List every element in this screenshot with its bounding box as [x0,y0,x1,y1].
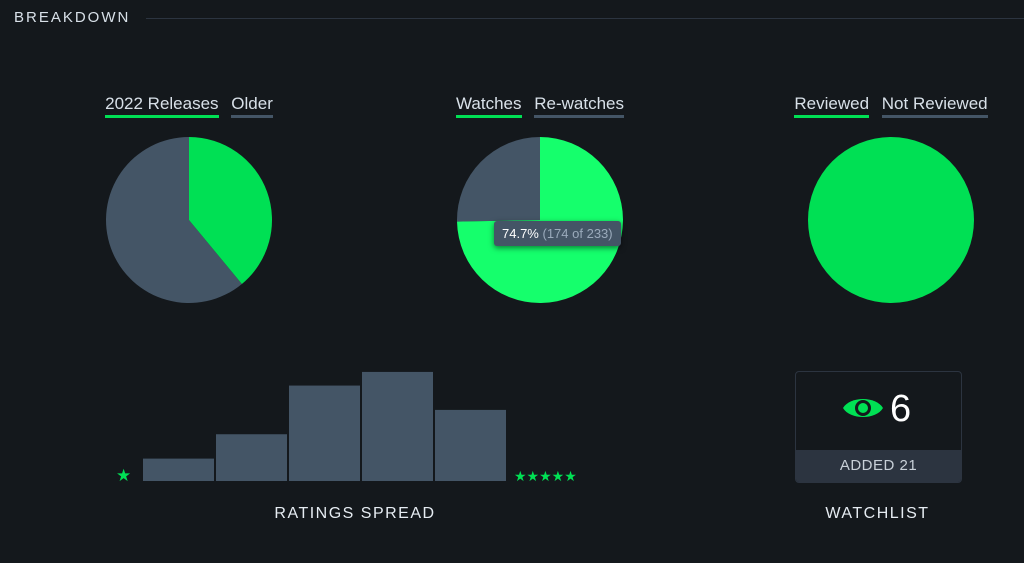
watchlist-added: ADDED 21 [796,450,961,482]
pie-slice-primary[interactable] [457,137,623,303]
legend-item-watches[interactable]: Watches [455,94,522,118]
tooltip-detail: (174 of 233) [542,226,613,241]
ratings-histogram: ★ ★★★★★ [116,371,577,486]
pie-legend: 2022 Releases Older [74,94,304,118]
ratings-spread-label: RATINGS SPREAD [274,505,436,522]
star-high-label: ★★★★★ [514,469,577,485]
rating-bar-2[interactable] [216,434,287,481]
watchlist-count: 6 [890,388,912,430]
pie-slice-secondary[interactable] [106,137,242,303]
pie-slice[interactable] [808,137,974,303]
pie-chart-releases[interactable] [106,137,272,303]
star-low-label: ★ [116,466,131,486]
pie-chart-watches[interactable] [457,137,623,303]
header-divider [146,18,1024,19]
rating-bar-1[interactable] [143,458,214,481]
watchlist-card-top: 6 [796,372,961,449]
pie-slice-secondary[interactable] [457,137,540,222]
section-header: BREAKDOWN [0,0,1024,36]
watchlist-label: WATCHLIST [825,505,930,522]
rating-bar-4[interactable] [362,371,433,481]
pie-reviews: Reviewed Not Reviewed [776,94,1006,314]
pie-tooltip: 74.7% (174 of 233) [494,221,621,246]
legend-item-2022-releases[interactable]: 2022 Releases [105,94,219,118]
watchlist-card[interactable]: 6 ADDED 21 [795,371,962,483]
section-title: BREAKDOWN [14,9,131,26]
pie-legend: Reviewed Not Reviewed [776,94,1006,118]
rating-bar-5[interactable] [435,409,506,481]
pie-chart-reviews[interactable] [808,137,974,303]
legend-item-not-reviewed[interactable]: Not Reviewed [881,94,988,118]
ratings-spread: ★ ★★★★★ RATINGS SPREAD [110,360,600,525]
legend-item-older[interactable]: Older [231,94,273,118]
pie-releases: 2022 Releases Older [74,94,304,314]
pie-legend: Watches Re-watches [425,94,655,118]
eye-icon [843,399,883,417]
legend-item-reviewed[interactable]: Reviewed [794,94,870,118]
tooltip-percent: 74.7% [502,226,539,241]
pie-watches: Watches Re-watches [425,94,655,314]
legend-item-rewatches[interactable]: Re-watches [534,94,624,118]
pie-slice-primary[interactable] [189,137,272,284]
rating-bar-3[interactable] [289,385,360,481]
